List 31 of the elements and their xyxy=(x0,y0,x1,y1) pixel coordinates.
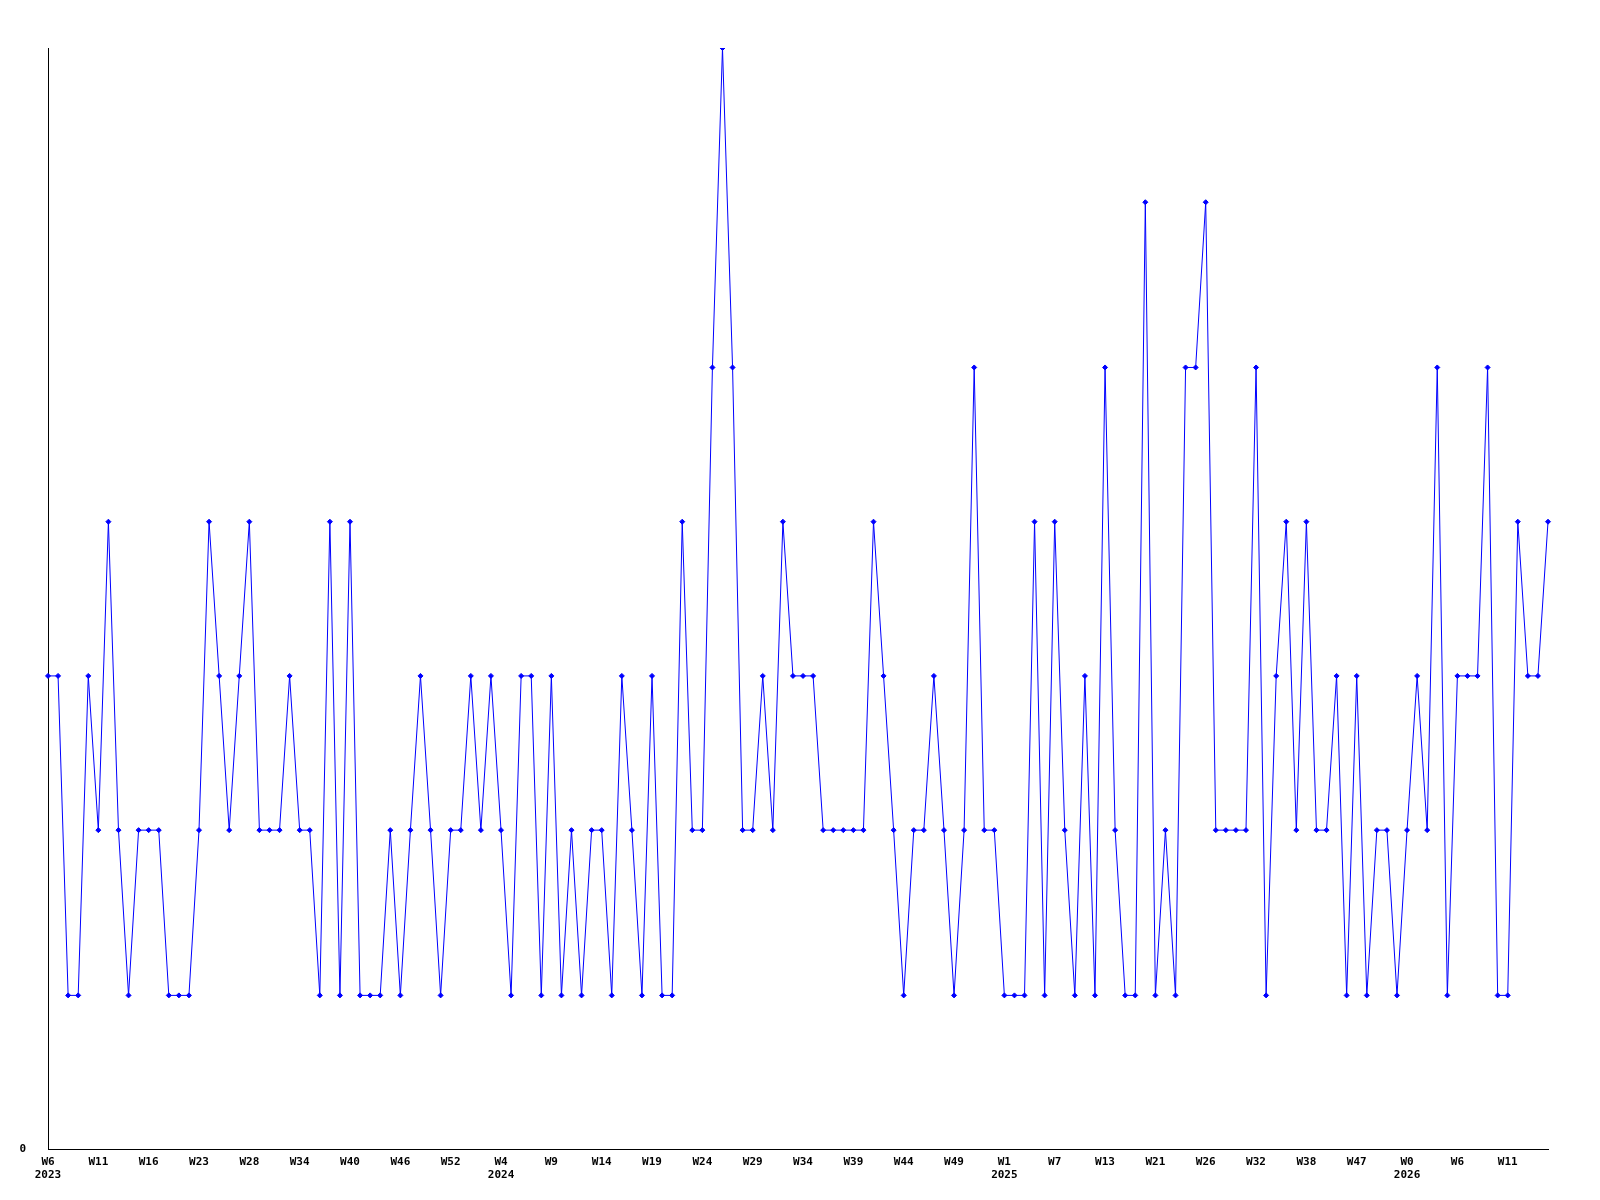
x-tick-label: W32 xyxy=(1246,1155,1266,1169)
x-tick-label: W38 xyxy=(1296,1155,1317,1169)
x-tick-label: W21 xyxy=(1145,1155,1166,1169)
x-tick-label: W11 xyxy=(1497,1155,1519,1169)
x-tick-label: W28 xyxy=(239,1155,260,1169)
x-tick-label: W0 2026 xyxy=(1393,1155,1421,1182)
x-tick-label: W1 2025 xyxy=(991,1155,1018,1182)
x-tick-label: W24 xyxy=(692,1155,713,1169)
x-tick-label: W6 2023 xyxy=(34,1155,62,1182)
text: 0 xyxy=(19,1142,26,1156)
x-tick-label: W34 xyxy=(289,1155,310,1169)
x-tick-label: W39 xyxy=(843,1155,864,1169)
x-tick-label: W6 xyxy=(1450,1155,1465,1169)
x-tick-label: W34 xyxy=(793,1155,814,1169)
x-tick-label: W40 xyxy=(340,1155,360,1169)
x-tick-label: W19 xyxy=(642,1155,662,1169)
x-tick-label: W14 xyxy=(591,1155,612,1169)
x-tick-label: W47 xyxy=(1346,1155,1367,1169)
x-tick-label: W52 xyxy=(440,1155,461,1169)
x-tick-label: W44 xyxy=(893,1155,915,1169)
x-tick-label: W46 xyxy=(390,1155,411,1169)
x-tick-label: W4 2024 xyxy=(487,1155,515,1182)
x-tick-label: W9 xyxy=(544,1155,558,1169)
x-tick-label: W16 xyxy=(138,1155,159,1169)
x-tick-label: W13 xyxy=(1095,1155,1115,1169)
x-tick-label: W11 xyxy=(88,1155,109,1169)
x-tick-label: W23 xyxy=(189,1155,209,1169)
x-tick-label: W26 xyxy=(1195,1155,1217,1169)
x-tick-label: W49 xyxy=(944,1155,964,1169)
x-tick-label: W7 xyxy=(1048,1155,1062,1169)
x-tick-label: W29 xyxy=(742,1155,763,1169)
